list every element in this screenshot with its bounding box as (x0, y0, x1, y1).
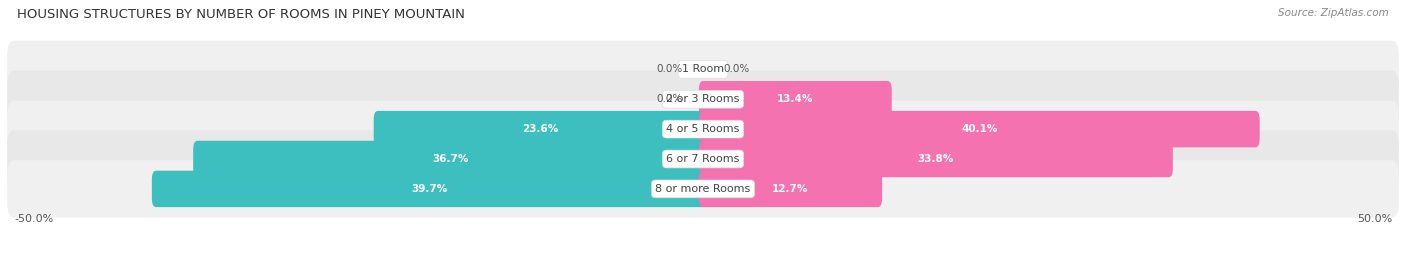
Text: 0.0%: 0.0% (657, 64, 682, 74)
Text: Source: ZipAtlas.com: Source: ZipAtlas.com (1278, 8, 1389, 18)
Text: 2 or 3 Rooms: 2 or 3 Rooms (666, 94, 740, 104)
Text: 39.7%: 39.7% (412, 184, 447, 194)
Text: 0.0%: 0.0% (724, 64, 749, 74)
FancyBboxPatch shape (7, 130, 1399, 188)
FancyBboxPatch shape (7, 70, 1399, 128)
Text: 4 or 5 Rooms: 4 or 5 Rooms (666, 124, 740, 134)
Text: 13.4%: 13.4% (778, 94, 814, 104)
Text: 33.8%: 33.8% (918, 154, 955, 164)
FancyBboxPatch shape (7, 100, 1399, 158)
Text: 23.6%: 23.6% (522, 124, 558, 134)
Text: 40.1%: 40.1% (962, 124, 997, 134)
FancyBboxPatch shape (152, 171, 707, 207)
FancyBboxPatch shape (699, 171, 882, 207)
FancyBboxPatch shape (699, 141, 1173, 177)
Text: 8 or more Rooms: 8 or more Rooms (655, 184, 751, 194)
Text: HOUSING STRUCTURES BY NUMBER OF ROOMS IN PINEY MOUNTAIN: HOUSING STRUCTURES BY NUMBER OF ROOMS IN… (17, 8, 465, 21)
Text: 0.0%: 0.0% (657, 94, 682, 104)
Text: 36.7%: 36.7% (432, 154, 468, 164)
Text: 1 Room: 1 Room (682, 64, 724, 74)
Text: -50.0%: -50.0% (14, 214, 53, 224)
FancyBboxPatch shape (7, 160, 1399, 218)
FancyBboxPatch shape (374, 111, 707, 147)
Text: 6 or 7 Rooms: 6 or 7 Rooms (666, 154, 740, 164)
FancyBboxPatch shape (699, 81, 891, 118)
FancyBboxPatch shape (193, 141, 707, 177)
FancyBboxPatch shape (7, 41, 1399, 98)
Text: 50.0%: 50.0% (1357, 214, 1392, 224)
Text: 12.7%: 12.7% (772, 184, 808, 194)
FancyBboxPatch shape (699, 111, 1260, 147)
